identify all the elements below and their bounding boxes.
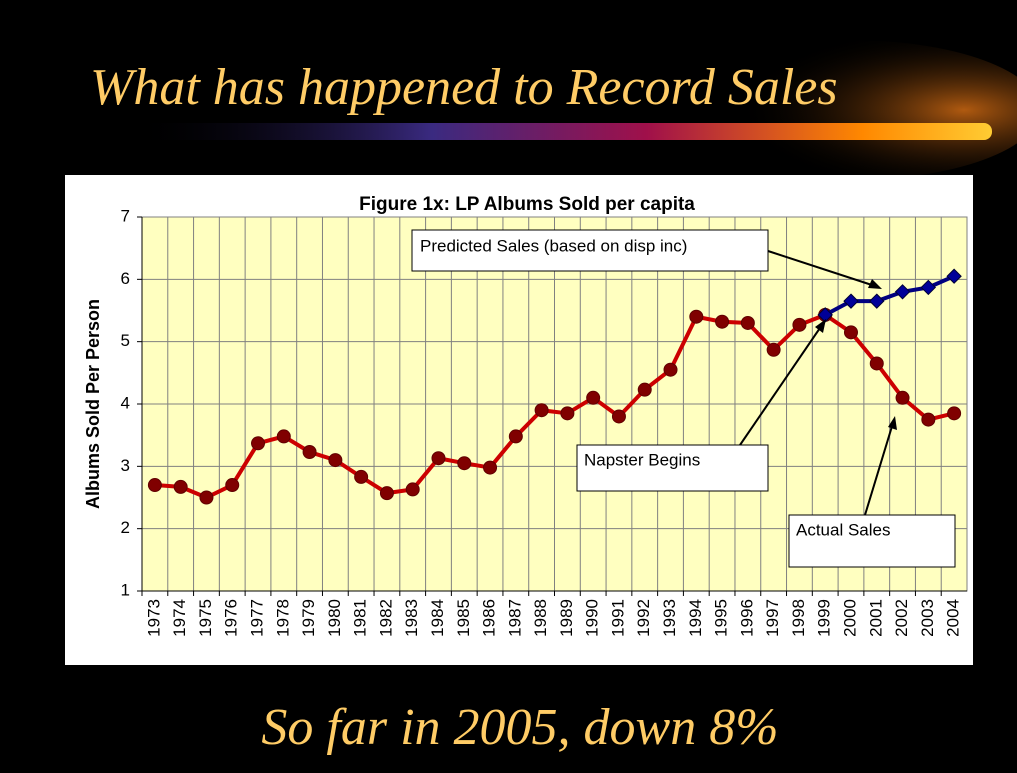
y-tick-label: 3 [121,456,130,475]
marker [354,469,369,484]
x-tick-label: 1979 [299,599,318,637]
marker [946,268,962,284]
x-tick-label: 1980 [325,599,344,637]
marker [147,478,162,493]
annotation-box [788,514,956,568]
x-tick-label: 2002 [892,599,911,637]
marker [560,406,575,421]
x-tick-label: 1992 [634,599,653,637]
marker [637,382,652,397]
marker [302,444,317,459]
marker [379,486,394,501]
x-tick-label: 1988 [531,599,550,637]
marker [869,293,885,309]
x-tick-label: 1981 [351,599,370,637]
marker [895,390,910,405]
y-tick-label: 5 [121,331,130,350]
x-tick-label: 1994 [686,599,705,637]
x-tick-label: 1983 [402,599,421,637]
x-tick-label: 1986 [480,599,499,637]
x-tick-label: 1982 [376,599,395,637]
marker [508,429,523,444]
x-tick-label: 1976 [222,599,241,637]
x-tick-label: 1975 [196,599,215,637]
marker [947,406,962,421]
marker [715,314,730,329]
x-tick-label: 2000 [840,599,859,637]
y-tick-label: 2 [121,518,130,537]
marker [534,403,549,418]
x-tick-label: 1989 [557,599,576,637]
x-tick-label: 1995 [712,599,731,637]
marker [457,456,472,471]
marker [483,460,498,475]
marker [405,482,420,497]
x-tick-label: 1974 [170,599,189,637]
x-tick-label: 1977 [248,599,267,637]
arrow [864,422,894,516]
arrowhead [888,416,897,430]
x-tick-label: 1990 [583,599,602,637]
marker [921,412,936,427]
marker [276,429,291,444]
marker [173,479,188,494]
marker [740,315,755,330]
x-tick-label: 1978 [273,599,292,637]
marker [431,451,446,466]
x-tick-label: 1996 [737,599,756,637]
arrow [767,250,879,288]
marker [920,279,937,296]
x-tick-label: 1991 [608,599,627,637]
x-tick-label: 2004 [944,599,963,637]
marker [843,325,858,340]
x-tick-label: 1984 [428,599,447,637]
x-tick-label: 1993 [660,599,679,637]
x-tick-label: 1973 [144,599,163,637]
x-tick-label: 1998 [789,599,808,637]
annotation: Napster Begins [584,450,700,469]
marker [894,284,911,300]
arrowhead [815,319,826,333]
marker [663,362,678,377]
marker [611,409,626,424]
x-tick-label: 1999 [815,599,834,637]
arrowhead [868,279,882,289]
y-tick-label: 7 [121,206,130,225]
arrow [739,324,823,446]
y-tick-label: 6 [121,269,130,288]
x-tick-label: 1997 [763,599,782,637]
y-axis-label: Albums Sold Per Person [83,299,103,509]
annotation-box [576,444,769,492]
x-tick-label: 2001 [866,599,885,637]
footer-text: So far in 2005, down 8% [261,699,778,756]
marker [586,390,601,405]
marker [199,490,214,505]
swoosh-glow [660,40,1017,180]
slide-title: What has happened to Record Sales [90,59,838,116]
marker [225,478,240,493]
marker [843,293,859,309]
y-tick-label: 1 [121,580,130,599]
chart-title: Figure 1x: LP Albums Sold per capita [359,194,695,215]
marker [766,342,781,357]
swoosh [130,123,992,140]
y-tick-label: 4 [121,393,130,412]
marker [328,453,343,468]
annotation: Predicted Sales (based on disp inc) [420,236,687,255]
marker [251,436,266,451]
marker [869,356,884,371]
x-tick-label: 1987 [505,599,524,637]
marker [792,317,807,332]
marker [689,309,704,324]
x-tick-label: 1985 [454,599,473,637]
annotation: Actual Sales [796,520,891,539]
x-tick-label: 2003 [918,599,937,637]
annotation-box [411,229,769,272]
